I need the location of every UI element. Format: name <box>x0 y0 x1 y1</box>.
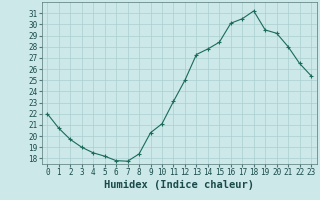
X-axis label: Humidex (Indice chaleur): Humidex (Indice chaleur) <box>104 180 254 190</box>
